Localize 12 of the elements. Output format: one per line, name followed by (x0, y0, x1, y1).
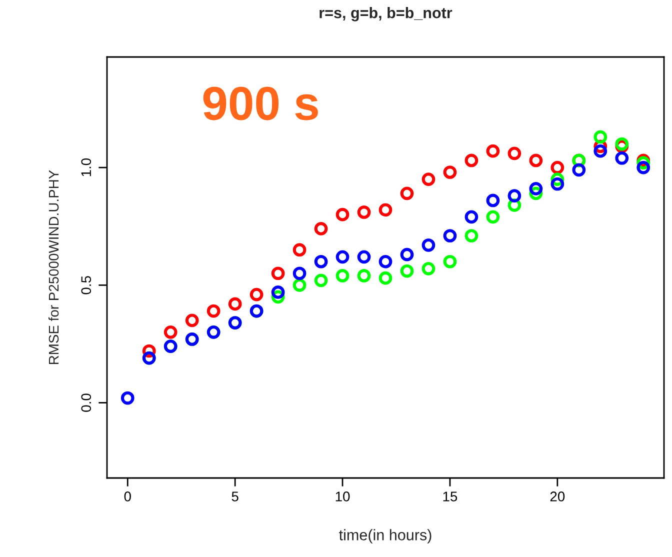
x-tick-label: 0 (124, 492, 131, 502)
x-tick-label: 15 (443, 492, 458, 502)
annotation: 900 s (203, 86, 318, 120)
x-tick-label: 5 (232, 492, 238, 502)
x-tick-label: 10 (336, 492, 350, 502)
y-tick-label: 0.5 (81, 276, 92, 294)
x-tick-label: 20 (550, 492, 565, 502)
x-axis-title: time(in hours) (339, 529, 432, 544)
y-tick-label: 0.0 (81, 394, 92, 412)
y-axis-title: RMSE for P25000WIND.U.PHY (48, 170, 59, 364)
y-tick-label: 1.0 (81, 158, 92, 176)
chart-title: r=s, g=b, b=b_notr (320, 7, 452, 22)
